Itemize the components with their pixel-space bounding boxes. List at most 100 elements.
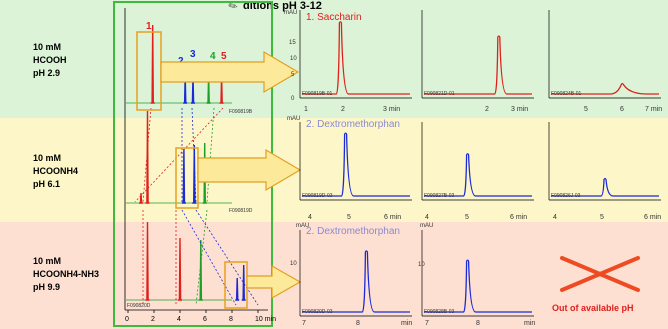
peak-connectors — [134, 107, 259, 306]
overview-x-tick-label: 6 — [203, 316, 207, 323]
zoom-title-row3: 2. Dextromethorphan — [306, 226, 400, 237]
peak-label-4: 4 — [210, 51, 216, 62]
row3-x-tick: min — [524, 320, 535, 327]
overview-peak — [145, 110, 150, 204]
zoom-trace — [302, 132, 410, 197]
row1-y-tick: 15 — [289, 40, 296, 46]
zoom-file-id: F090819D-03 — [302, 193, 333, 199]
row1-x-tick: 3 min — [511, 106, 528, 113]
mau-label: mAU — [296, 223, 309, 229]
peak-label-3: 3 — [190, 49, 196, 60]
row2-x-tick: 4 — [425, 214, 429, 221]
zoom-trace — [424, 153, 532, 197]
connector-p5-a — [134, 107, 224, 203]
row2-x-tick: 6 min — [644, 214, 661, 221]
row3-x-tick: 7 — [302, 320, 306, 327]
condition-1-line-2: HCOOH — [33, 55, 67, 65]
condition-2-line-1: 10 mM — [33, 153, 61, 163]
overview-file-id-1: F090819B — [229, 109, 253, 115]
overview-x-tick-label: 0 — [125, 316, 129, 323]
zoom-panel: F090821D-01 — [421, 10, 534, 99]
overview-peak — [150, 24, 155, 104]
row2-x-tick: 6 min — [510, 214, 527, 221]
row1-x-tick: 2 — [485, 106, 489, 113]
zoom-trace — [302, 250, 410, 313]
overview-peak — [202, 142, 207, 204]
zoom-trace — [302, 21, 410, 95]
overview-axes — [124, 8, 268, 311]
condition-2-line-3: pH 6.1 — [33, 179, 60, 189]
zoom-panel: F090827B-03 — [421, 122, 534, 201]
zoom-panel: F090826J-03 — [548, 122, 661, 201]
condition-3-line-1: 10 mM — [33, 256, 61, 266]
row1-y-tick: 10 — [290, 56, 297, 62]
condition-3-line-2: HCOONH4-NH3 — [33, 269, 99, 279]
condition-2-line-2: HCOONH4 — [33, 166, 78, 176]
overview-peak — [235, 277, 240, 301]
row2-x-tick: 5 — [465, 214, 469, 221]
overview-traces — [126, 24, 246, 301]
mau-label: mAU — [420, 223, 433, 229]
row1-x-tick: 1 — [304, 106, 308, 113]
row1-x-tick: 3 min — [383, 106, 400, 113]
arrow-right-3 — [246, 264, 302, 300]
pencil-icon: ✎ — [227, 0, 241, 14]
zoom-file-id: F090824B-01 — [551, 91, 582, 97]
overview-x-tick-label: 8 — [229, 316, 233, 323]
row1-x-tick: 5 — [584, 106, 588, 113]
overview-peak — [198, 239, 203, 301]
zoom-file-id: F090827B-03 — [424, 193, 455, 199]
band-ph99 — [0, 222, 668, 329]
mau-label: mAU — [287, 116, 300, 122]
zoom-title-row2: 2. Dextromethorphan — [306, 119, 400, 130]
cross-stroke-2 — [560, 256, 640, 292]
arrows — [160, 50, 302, 300]
zoom-file-id: F090828B-03 — [424, 309, 455, 315]
condition-ph61: 10 mM HCOONH4 pH 6.1 — [33, 153, 78, 189]
row2-x-tick: 5 — [347, 214, 351, 221]
row2-x-tick: 5 — [600, 214, 604, 221]
row3-x-tick: 8 — [356, 320, 360, 327]
overview-peak — [181, 148, 186, 204]
zoom-panel: F090824B-01 — [548, 10, 661, 99]
row3-x-tick: 8 — [476, 320, 480, 327]
overview-peak — [241, 264, 246, 301]
band-ph61 — [0, 118, 668, 222]
row2-x-tick: 6 min — [384, 214, 401, 221]
overview-ticks: 0 2 4 6 8 10 min — [125, 310, 276, 323]
peak-label-5: 5 — [221, 51, 227, 62]
overview-peak — [192, 144, 197, 204]
row2-x-tick: 4 — [308, 214, 312, 221]
row3-x-tick: min — [401, 320, 412, 327]
zoom-panel: F090819B-01 — [299, 10, 412, 99]
zoom-title-row1: 1. Saccharin — [306, 12, 362, 23]
row3-y-tick: 10 — [418, 262, 425, 268]
zoom-file-id: F090819B-01 — [302, 91, 333, 97]
overview-file-id-2: F090819D — [229, 208, 253, 214]
connector-p3-b — [195, 209, 259, 306]
overview-x-tick-label: 4 — [177, 316, 181, 323]
arrow-right-1 — [160, 50, 300, 94]
condition-ph99: 10 mM HCOONH4-NH3 pH 9.9 — [33, 256, 99, 292]
zoom-panels: F090819B-01 F090821D-01 F090824B-01 F090819… — [284, 10, 662, 327]
peak-label-1: 1 — [146, 21, 152, 32]
zoom-file-id: F090821D-01 — [424, 91, 455, 97]
row1-y-tick: 0 — [291, 96, 295, 102]
row1-x-tick: 7 min — [645, 106, 662, 113]
overview-peak — [145, 221, 150, 301]
mau-label: mAU — [284, 10, 297, 16]
condition-1-line-1: 10 mM — [33, 42, 61, 52]
zoom-trace — [551, 177, 659, 197]
row2-x-tick: 4 — [553, 214, 557, 221]
overview-peak — [178, 237, 182, 301]
overview-x-tick-label: 2 — [151, 316, 155, 323]
out-of-range-mark — [560, 256, 640, 292]
zoom-file-id: F090820D-03 — [302, 309, 333, 315]
row1-x-tick: 6 — [620, 106, 624, 113]
overview-peak — [139, 192, 143, 204]
zoom-file-id: F090826J-03 — [551, 193, 581, 199]
zoom-panel: F090828B-03 — [421, 230, 534, 317]
overview-x-tick-label: 10 min — [255, 316, 276, 323]
zoom-trace — [424, 259, 532, 313]
